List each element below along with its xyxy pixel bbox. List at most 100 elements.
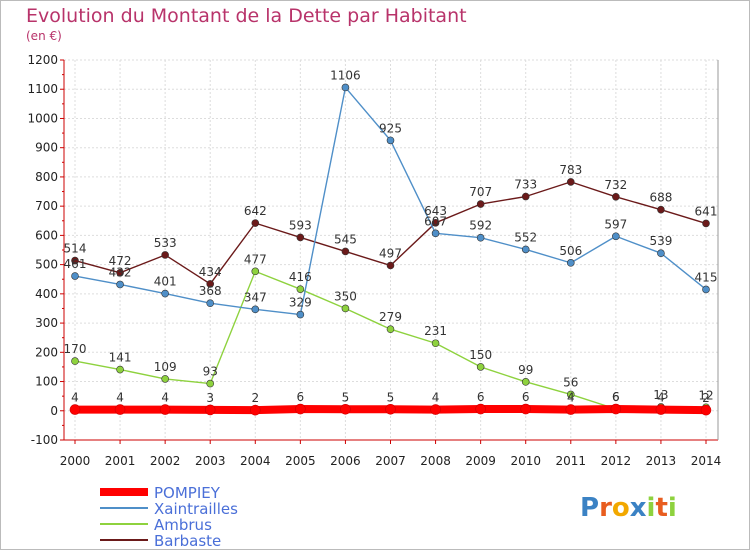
grid	[64, 59, 718, 441]
data-point	[476, 200, 485, 208]
legend-label: POMPIEY	[154, 484, 221, 502]
data-label: 5	[387, 390, 395, 404]
y-tick-label: -100	[31, 433, 58, 447]
data-label: 4	[657, 391, 665, 405]
data-point	[612, 193, 620, 201]
logo-letter: t	[655, 493, 667, 523]
data-label: 643	[424, 204, 447, 218]
data-point	[612, 232, 620, 241]
data-label: 2	[702, 391, 710, 405]
x-tick-label: 2010	[510, 454, 541, 468]
y-tick-label: 500	[35, 258, 58, 272]
data-point	[657, 205, 665, 214]
data-label: 109	[154, 360, 177, 374]
x-tick-label: 2011	[556, 454, 587, 468]
data-point	[702, 219, 710, 228]
data-point	[161, 289, 169, 298]
data-label: 13	[653, 388, 668, 402]
data-point	[251, 305, 260, 314]
data-point	[700, 404, 712, 416]
data-point	[386, 261, 395, 270]
data-label: 783	[559, 163, 582, 177]
data-point	[71, 357, 79, 365]
data-point	[476, 233, 485, 242]
data-label: 545	[334, 232, 357, 246]
data-label: 5	[342, 390, 350, 404]
proxiti-logo: Proxiti	[580, 493, 677, 523]
data-label: 593	[289, 218, 312, 232]
x-tick-label: 2013	[646, 454, 677, 468]
logo-letter: i	[668, 493, 677, 523]
logo-letter: i	[647, 493, 656, 523]
data-label: 416	[289, 270, 312, 284]
data-label: 170	[64, 342, 87, 356]
y-tick-label: 700	[35, 199, 58, 213]
data-point	[206, 280, 215, 288]
data-label: 497	[379, 246, 402, 260]
y-tick-label: 200	[35, 345, 58, 359]
data-label: 432	[109, 265, 132, 279]
data-label: 279	[379, 310, 402, 324]
data-label: 350	[334, 289, 357, 303]
data-point	[161, 375, 169, 383]
data-label: 12	[698, 388, 713, 402]
data-label: 4	[567, 391, 575, 405]
data-label: 4	[432, 391, 440, 405]
legend-label: Xaintrailles	[154, 500, 238, 518]
data-point	[521, 378, 530, 386]
data-point	[69, 404, 81, 415]
data-label: 6	[477, 390, 485, 404]
axes: -100 0 100 200 300 400 500 600 700 800 900 1000 1100…	[27, 53, 721, 468]
data-label: 461	[64, 257, 87, 271]
data-point	[116, 365, 124, 374]
logo-letter: P	[580, 493, 599, 523]
data-point	[296, 310, 305, 319]
y-tick-label: 1200	[27, 53, 58, 67]
data-point	[71, 272, 79, 280]
data-label: 733	[514, 178, 537, 192]
data-point	[116, 280, 124, 289]
data-point	[206, 379, 215, 388]
data-label: 6	[297, 390, 305, 404]
data-point	[566, 390, 575, 399]
data-point	[204, 404, 216, 416]
data-labels: 5144725334346425935454976437077337837326…	[64, 68, 718, 405]
data-label: 6	[612, 390, 620, 404]
y-tick-label: 1100	[27, 82, 58, 96]
data-point	[249, 404, 261, 416]
data-label: 231	[424, 324, 447, 338]
y-tick-label: 0	[50, 404, 58, 418]
data-point	[340, 404, 351, 415]
data-point	[341, 304, 350, 313]
data-label: 4	[71, 391, 79, 405]
logo-text: Proxiti	[580, 493, 677, 523]
data-point	[251, 219, 260, 227]
y-tick-label: 400	[35, 287, 58, 301]
data-point	[431, 339, 440, 348]
legend-label: Ambrus	[154, 516, 212, 534]
y-tick-label: 1000	[27, 111, 58, 125]
data-label: 533	[154, 236, 177, 250]
data-point	[610, 403, 622, 415]
x-tick-label: 2000	[60, 454, 91, 468]
data-point	[521, 192, 530, 201]
data-point	[476, 363, 485, 371]
data-point	[161, 251, 169, 259]
data-point	[566, 178, 575, 186]
legend-label: Barbaste	[154, 532, 221, 550]
data-label: 329	[289, 296, 312, 310]
data-point	[251, 267, 260, 276]
x-tick-label: 2012	[601, 454, 632, 468]
data-label: 434	[199, 265, 222, 279]
logo-letter: r	[599, 493, 612, 523]
data-point	[475, 403, 486, 415]
data-point	[295, 403, 306, 415]
data-label: 3	[206, 391, 214, 405]
data-point	[114, 404, 126, 415]
y-tick-label: 900	[35, 141, 58, 155]
y-tick-label: 800	[35, 170, 58, 184]
data-label: 641	[695, 204, 718, 218]
data-label: 368	[199, 284, 222, 298]
data-label: 99	[518, 363, 533, 377]
